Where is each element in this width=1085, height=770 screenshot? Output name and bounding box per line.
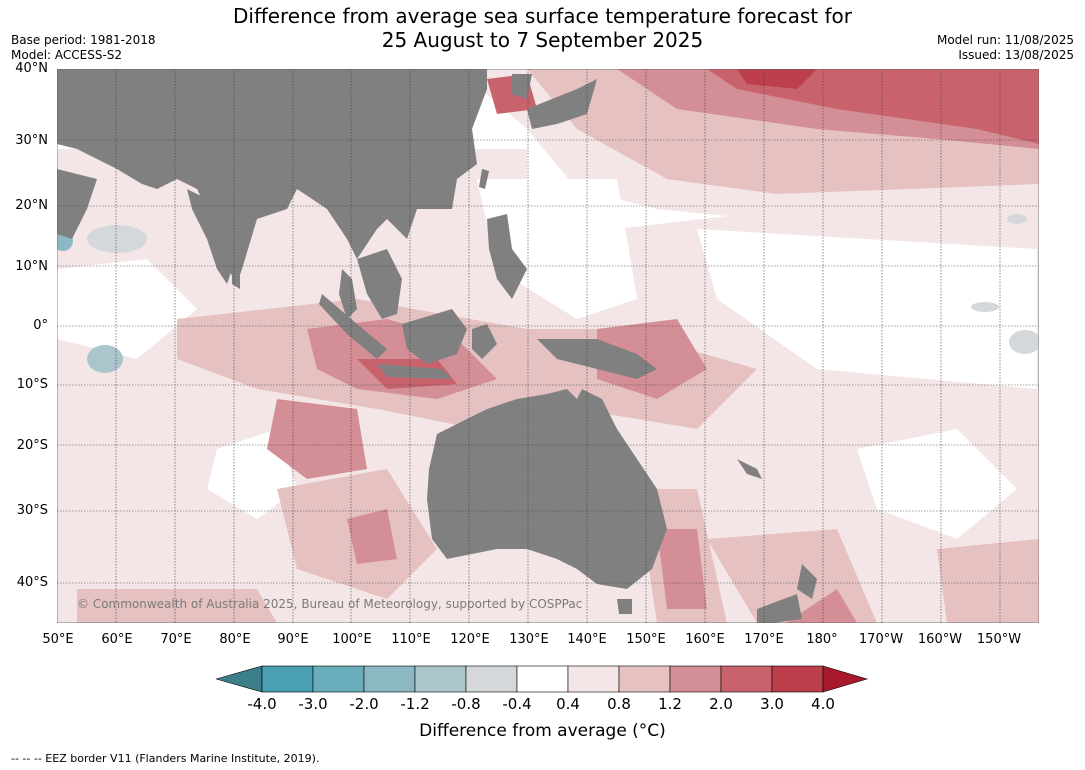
colorbar-segment (618, 665, 671, 693)
philippines (487, 214, 527, 299)
colorbar-extend-high (822, 665, 869, 693)
arabia-landmass (57, 169, 97, 239)
malay-peninsula (339, 269, 357, 319)
borneo (402, 309, 467, 364)
colorbar-tick: 4.0 (811, 695, 835, 713)
colorbar-extend-low (216, 665, 263, 693)
lon-label: 140°E (567, 632, 607, 647)
colorbar-segment (312, 665, 365, 693)
colorbar-segment (720, 665, 773, 693)
colorbar-tick: 3.0 (760, 695, 784, 713)
lon-label: 50°E (42, 632, 74, 647)
title-line-1: Difference from average sea surface temp… (232, 4, 852, 28)
map-title: Difference from average sea surface temp… (0, 4, 1085, 52)
colorbar-segment (465, 665, 518, 693)
lat-label: 10°S (16, 377, 48, 392)
india (187, 189, 242, 284)
australia (427, 389, 667, 589)
sumatra (319, 294, 387, 359)
lon-label: 80°E (219, 632, 251, 647)
issued-date: Issued: 13/08/2025 (958, 48, 1074, 62)
colorbar (216, 665, 869, 693)
lon-label: 110°E (391, 632, 431, 647)
title-line-2: 25 August to 7 September 2025 (381, 28, 704, 52)
colorbar-segment (669, 665, 722, 693)
sulawesi (472, 324, 497, 359)
new-caledonia (737, 459, 762, 479)
colorbar-segment (516, 665, 569, 693)
lon-label: 120°E (450, 632, 490, 647)
lon-label: 60°E (101, 632, 133, 647)
colorbar-tick: 0.4 (556, 695, 580, 713)
lon-label: 180° (806, 632, 838, 647)
model-run: Model run: 11/08/2025 (936, 33, 1074, 47)
colorbar-tick: -4.0 (247, 695, 277, 713)
colorbar-tick: -2.0 (349, 695, 379, 713)
base-period: Base period: 1981-2018 (11, 33, 156, 47)
lat-label: 10°N (15, 259, 48, 274)
colorbar-segment (261, 665, 314, 693)
colorbar-tick: -0.8 (451, 695, 481, 713)
graticule (57, 69, 1039, 623)
lat-label: 0° (33, 318, 48, 333)
meta-left: Base period: 1981-2018 Model: ACCESS-S2 (11, 33, 156, 63)
colorbar-segment (567, 665, 620, 693)
sst-anomaly-map (57, 69, 1039, 623)
java (377, 364, 452, 379)
colorbar-tick: 2.0 (709, 695, 733, 713)
eez-footnote: -- -- -- EEZ border V11 (Flanders Marine… (11, 752, 320, 765)
lat-label: 20°N (15, 198, 48, 213)
lat-label: 20°S (16, 438, 48, 453)
meta-right: Model run: 11/08/2025 Issued: 13/08/2025 (937, 33, 1074, 63)
korea-japan (512, 74, 597, 129)
colorbar-tick: 0.8 (607, 695, 631, 713)
new-zealand-south (757, 594, 802, 623)
colorbar-label: Difference from average (°C) (419, 721, 666, 741)
tasmania (617, 599, 632, 614)
lon-label: 160°W (917, 632, 963, 647)
lat-label: 40°S (16, 575, 48, 590)
anomaly-neutral (57, 179, 1037, 609)
colorbar-tick: 1.2 (658, 695, 682, 713)
new-guinea (537, 339, 657, 379)
lat-label: 30°N (15, 133, 48, 148)
anomaly-3.0-4.0 (737, 69, 817, 89)
colorbar-segments (216, 665, 869, 693)
land-masses (57, 69, 817, 623)
lon-label: 100°E (332, 632, 372, 647)
colorbar-tick: -0.4 (502, 695, 532, 713)
model-name: Model: ACCESS-S2 (11, 48, 123, 62)
lon-label: 160°E (685, 632, 725, 647)
asia-landmass (57, 69, 487, 284)
lon-label: 170°W (858, 632, 904, 647)
new-zealand-north (797, 564, 817, 599)
colorbar-tick: -3.0 (298, 695, 328, 713)
colorbar-segment (363, 665, 416, 693)
colorbar-tick: -1.2 (400, 695, 430, 713)
lon-label: 90°E (277, 632, 309, 647)
lon-label: 150°W (976, 632, 1022, 647)
copyright-notice: © Commonwealth of Australia 2025, Bureau… (77, 597, 583, 611)
lon-label: 150°E (626, 632, 666, 647)
taiwan (479, 169, 489, 189)
lat-label: 30°S (16, 503, 48, 518)
lon-label: 170°E (744, 632, 784, 647)
indochina (357, 249, 402, 319)
colorbar-segment (771, 665, 824, 693)
lon-label: 70°E (160, 632, 192, 647)
colorbar-segment (414, 665, 467, 693)
lon-label: 130°E (509, 632, 549, 647)
lat-label: 40°N (15, 61, 48, 76)
